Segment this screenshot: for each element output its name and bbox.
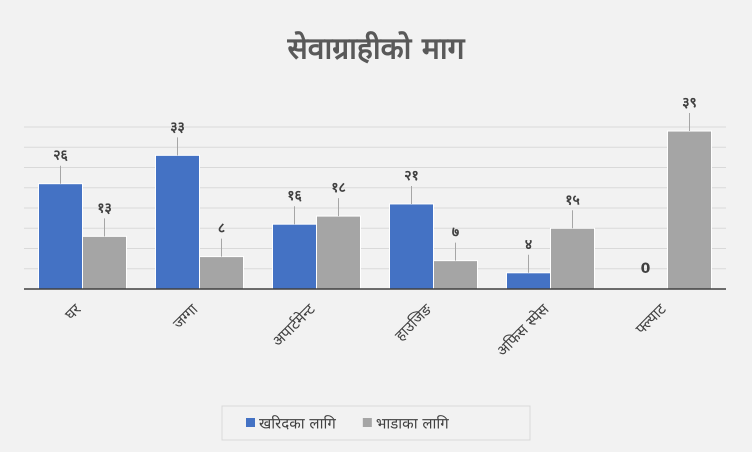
legend-box — [221, 405, 531, 441]
data-label: १८ — [331, 180, 346, 196]
data-label: ४ — [525, 237, 532, 253]
bar — [82, 235, 127, 290]
data-label: 0 — [641, 261, 651, 277]
data-label: १५ — [565, 192, 580, 208]
legend-swatch — [246, 418, 255, 427]
data-label: १६ — [287, 188, 302, 204]
bar — [316, 215, 361, 290]
data-label: १३ — [97, 200, 112, 216]
data-label: ३९ — [682, 95, 697, 111]
legend-label: खरिदका लागि — [259, 415, 336, 433]
bar — [389, 203, 434, 290]
data-label: २१ — [404, 168, 419, 184]
bar — [199, 256, 244, 290]
bar — [272, 223, 317, 290]
bar — [550, 227, 595, 290]
legend-label: भाडाका लागि — [376, 415, 449, 433]
bar — [667, 130, 712, 290]
bar — [38, 183, 83, 290]
data-label: ७ — [452, 225, 459, 241]
legend-swatch — [362, 418, 372, 427]
data-label: ८ — [218, 221, 225, 237]
data-label: ३३ — [170, 119, 185, 135]
data-label: २६ — [53, 148, 68, 164]
bar — [506, 272, 551, 290]
chart-title: सेवाग्राहीको माग — [287, 31, 466, 67]
bar — [433, 260, 478, 290]
bar — [155, 154, 200, 290]
